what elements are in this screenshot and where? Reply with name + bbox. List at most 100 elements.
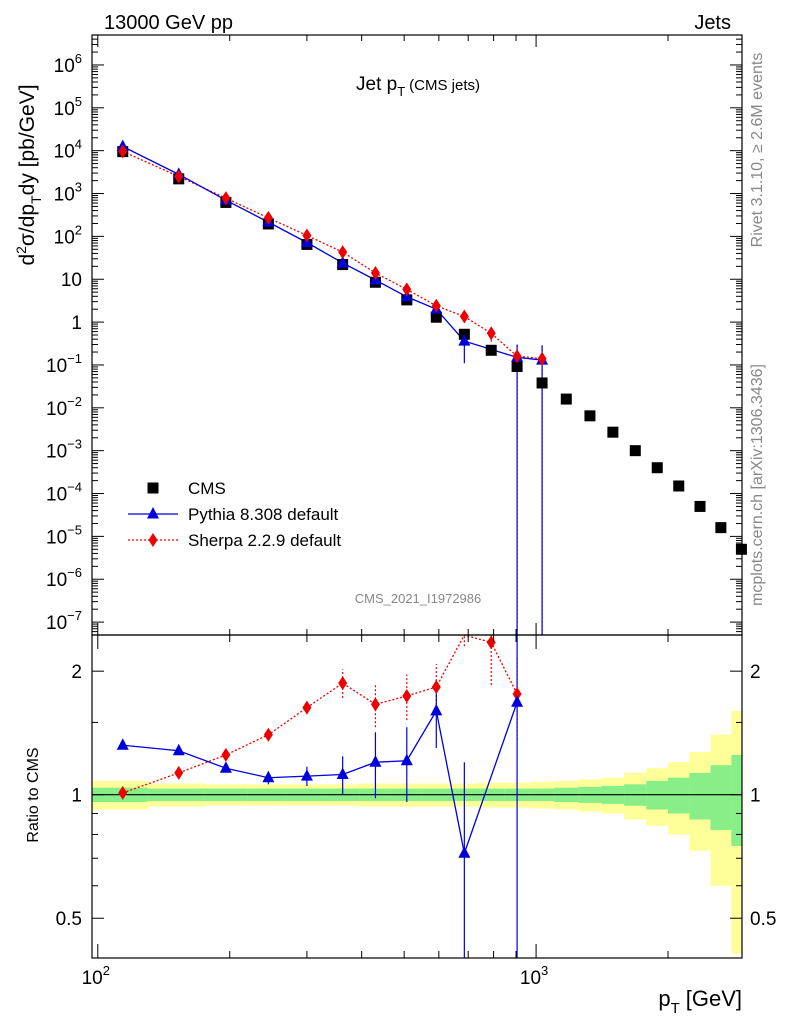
ratio-sherpa-point (118, 785, 128, 800)
legend-label-sherpa: Sherpa 2.2.9 default (188, 531, 341, 550)
side-label-top: Rivet 3.1.10, ≥ 2.6M events (749, 53, 766, 248)
y-tick-label: 10−6 (46, 565, 82, 591)
x-axis-label: pT [GeV] (658, 986, 742, 1017)
ratio-sherpa-line (122, 634, 518, 794)
y-tick-label: 10−2 (46, 394, 82, 420)
ratio-sherpa-point (486, 635, 496, 650)
ratio-data-marks (116, 634, 524, 958)
cms-data-point (485, 344, 497, 356)
ratio-sherpa-point (221, 747, 231, 762)
cms-data-point (715, 522, 727, 534)
ratio-uncertainty-band (92, 710, 743, 954)
ratio-pythia-point (430, 703, 443, 716)
sherpa-data-point (537, 351, 547, 366)
ratio-pythia-point (116, 738, 129, 750)
pythia-line (122, 145, 543, 361)
ratio-pythia-point (262, 770, 275, 783)
y-tick-label: 10 (61, 270, 82, 291)
legend-label-pythia: Pythia 8.308 default (188, 505, 339, 524)
ratio-y-tick-label: 1 (71, 786, 82, 807)
chart-title: Jet pT (CMS jets) (356, 74, 480, 99)
y-tick-label: 103 (54, 180, 82, 206)
y-tick-label: 10−4 (46, 480, 82, 506)
sherpa-data-point (431, 298, 441, 313)
legend: CMS Pythia 8.308 default Sherpa 2.2.9 defa… (128, 479, 341, 550)
y-tick-label: 10−7 (46, 608, 82, 634)
sherpa-data-point (512, 349, 522, 364)
ratio-sherpa-point (402, 688, 412, 703)
pythia-data-point (336, 255, 349, 268)
analysis-watermark: CMS_2021_I1972986 (355, 591, 482, 606)
ratio-y-axis-label: Ratio to CMS (25, 747, 42, 842)
ratio-pythia-point (300, 769, 313, 781)
y-tick-label: 106 (54, 51, 82, 77)
ratio-pythia-point (511, 695, 524, 707)
y-tick-label: 10−1 (46, 351, 82, 377)
cms-data-point (673, 480, 685, 492)
y-tick-label: 105 (54, 94, 82, 120)
band-inner-segment (710, 765, 732, 831)
ratio-plot-panel: 0.5 0.5 1 1 2 2 102 103 Ratio to CMS pT [GeV] (25, 634, 776, 1017)
header-left-label: 13000 GeV pp (104, 12, 233, 34)
legend-marker-pythia (147, 507, 159, 519)
main-y-axis-label: d2σ/dpTdy [pb/GeV] (13, 84, 44, 265)
cms-data-point (607, 426, 619, 438)
sherpa-data-point (370, 265, 380, 280)
ratio-frame (91, 634, 743, 959)
ratio-sherpa-point (431, 679, 441, 694)
cms-data-point (584, 410, 596, 422)
ratio-y-tick-label: 0.5 (56, 909, 82, 930)
ratio-pythia-point (400, 753, 413, 766)
ratio-y-tick-label-right: 2 (750, 662, 761, 683)
ratio-pythia-point (219, 761, 232, 773)
cms-data-point (651, 462, 663, 474)
band-inner-segment (689, 772, 711, 820)
ratio-pythia-point (369, 755, 382, 767)
sherpa-data-point (486, 326, 496, 341)
ratio-y-tick-label-right: 1 (750, 786, 761, 807)
ratio-pythia-point (172, 743, 185, 756)
main-axes: 10−7 10−6 10−5 10−4 10−3 10−2 10−1 1 10 102 103 104… (46, 34, 743, 636)
sherpa-data-point (338, 245, 348, 260)
sherpa-data-point (174, 169, 184, 184)
ratio-sherpa-point (302, 700, 312, 715)
main-data-marks (116, 139, 747, 635)
cms-data-point (430, 311, 442, 323)
x-tick-label: 102 (82, 963, 110, 989)
sherpa-data-point (263, 210, 273, 225)
cms-data-point (560, 393, 572, 405)
side-label-bottom: mcplots.cern.ch [arXiv:1306.3436] (749, 364, 766, 606)
ratio-axes: 0.5 0.5 1 1 2 2 102 103 (56, 634, 776, 989)
band-inner-segment (731, 754, 743, 846)
sherpa-data-point (302, 228, 312, 243)
sherpa-data-point (459, 309, 469, 324)
header-right-label: Jets (694, 12, 731, 34)
cms-data-point (536, 377, 548, 389)
y-tick-label: 1 (71, 313, 82, 334)
ratio-sherpa-point (174, 765, 184, 780)
y-tick-label: 10−3 (46, 437, 82, 463)
legend-marker-sherpa (148, 533, 158, 547)
y-tick-label: 104 (54, 137, 82, 163)
main-plot-panel: 10−7 10−6 10−5 10−4 10−3 10−2 10−1 1 10 102 103 104… (13, 34, 747, 636)
ratio-pythia-point (458, 846, 471, 858)
sherpa-data-point (402, 282, 412, 297)
ratio-sherpa-point (338, 676, 348, 691)
ratio-y-tick-label-right: 0.5 (750, 909, 776, 930)
ratio-sherpa-point (263, 727, 273, 742)
y-tick-label: 102 (54, 222, 82, 248)
ratio-sherpa-point (370, 697, 380, 712)
ratio-pythia-point (336, 767, 349, 780)
legend-label-cms: CMS (188, 479, 226, 498)
ratio-y-tick-label: 2 (71, 662, 82, 683)
y-tick-label: 10−5 (46, 522, 82, 548)
sherpa-data-point (118, 144, 128, 159)
legend-marker-cms (147, 482, 159, 494)
ratio-pythia-line (122, 702, 518, 856)
band-inner-segment (668, 777, 690, 814)
cms-data-point (511, 361, 523, 373)
x-tick-label: 103 (520, 963, 548, 989)
sherpa-data-point (221, 191, 231, 206)
ratio-sherpa-point (512, 686, 522, 701)
